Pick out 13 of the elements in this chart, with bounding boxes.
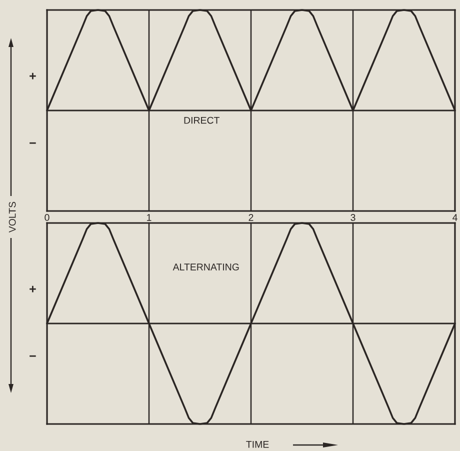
x-tick-label: 1: [147, 214, 152, 221]
x-tick-label: 0: [44, 214, 50, 221]
x-tick-label: 2: [248, 214, 254, 221]
x-tick-label: 3: [350, 214, 356, 221]
text: −: [30, 142, 36, 144]
x-axis-title: TIME: [246, 441, 269, 448]
x-tick-label: 4: [452, 214, 458, 221]
text: −: [30, 355, 36, 357]
text: +: [30, 72, 36, 80]
text: VOLTS: [8, 202, 16, 233]
text: ALTERNATING: [172, 264, 239, 270]
text: DIRECT: [184, 116, 220, 124]
text: +: [30, 286, 36, 292]
